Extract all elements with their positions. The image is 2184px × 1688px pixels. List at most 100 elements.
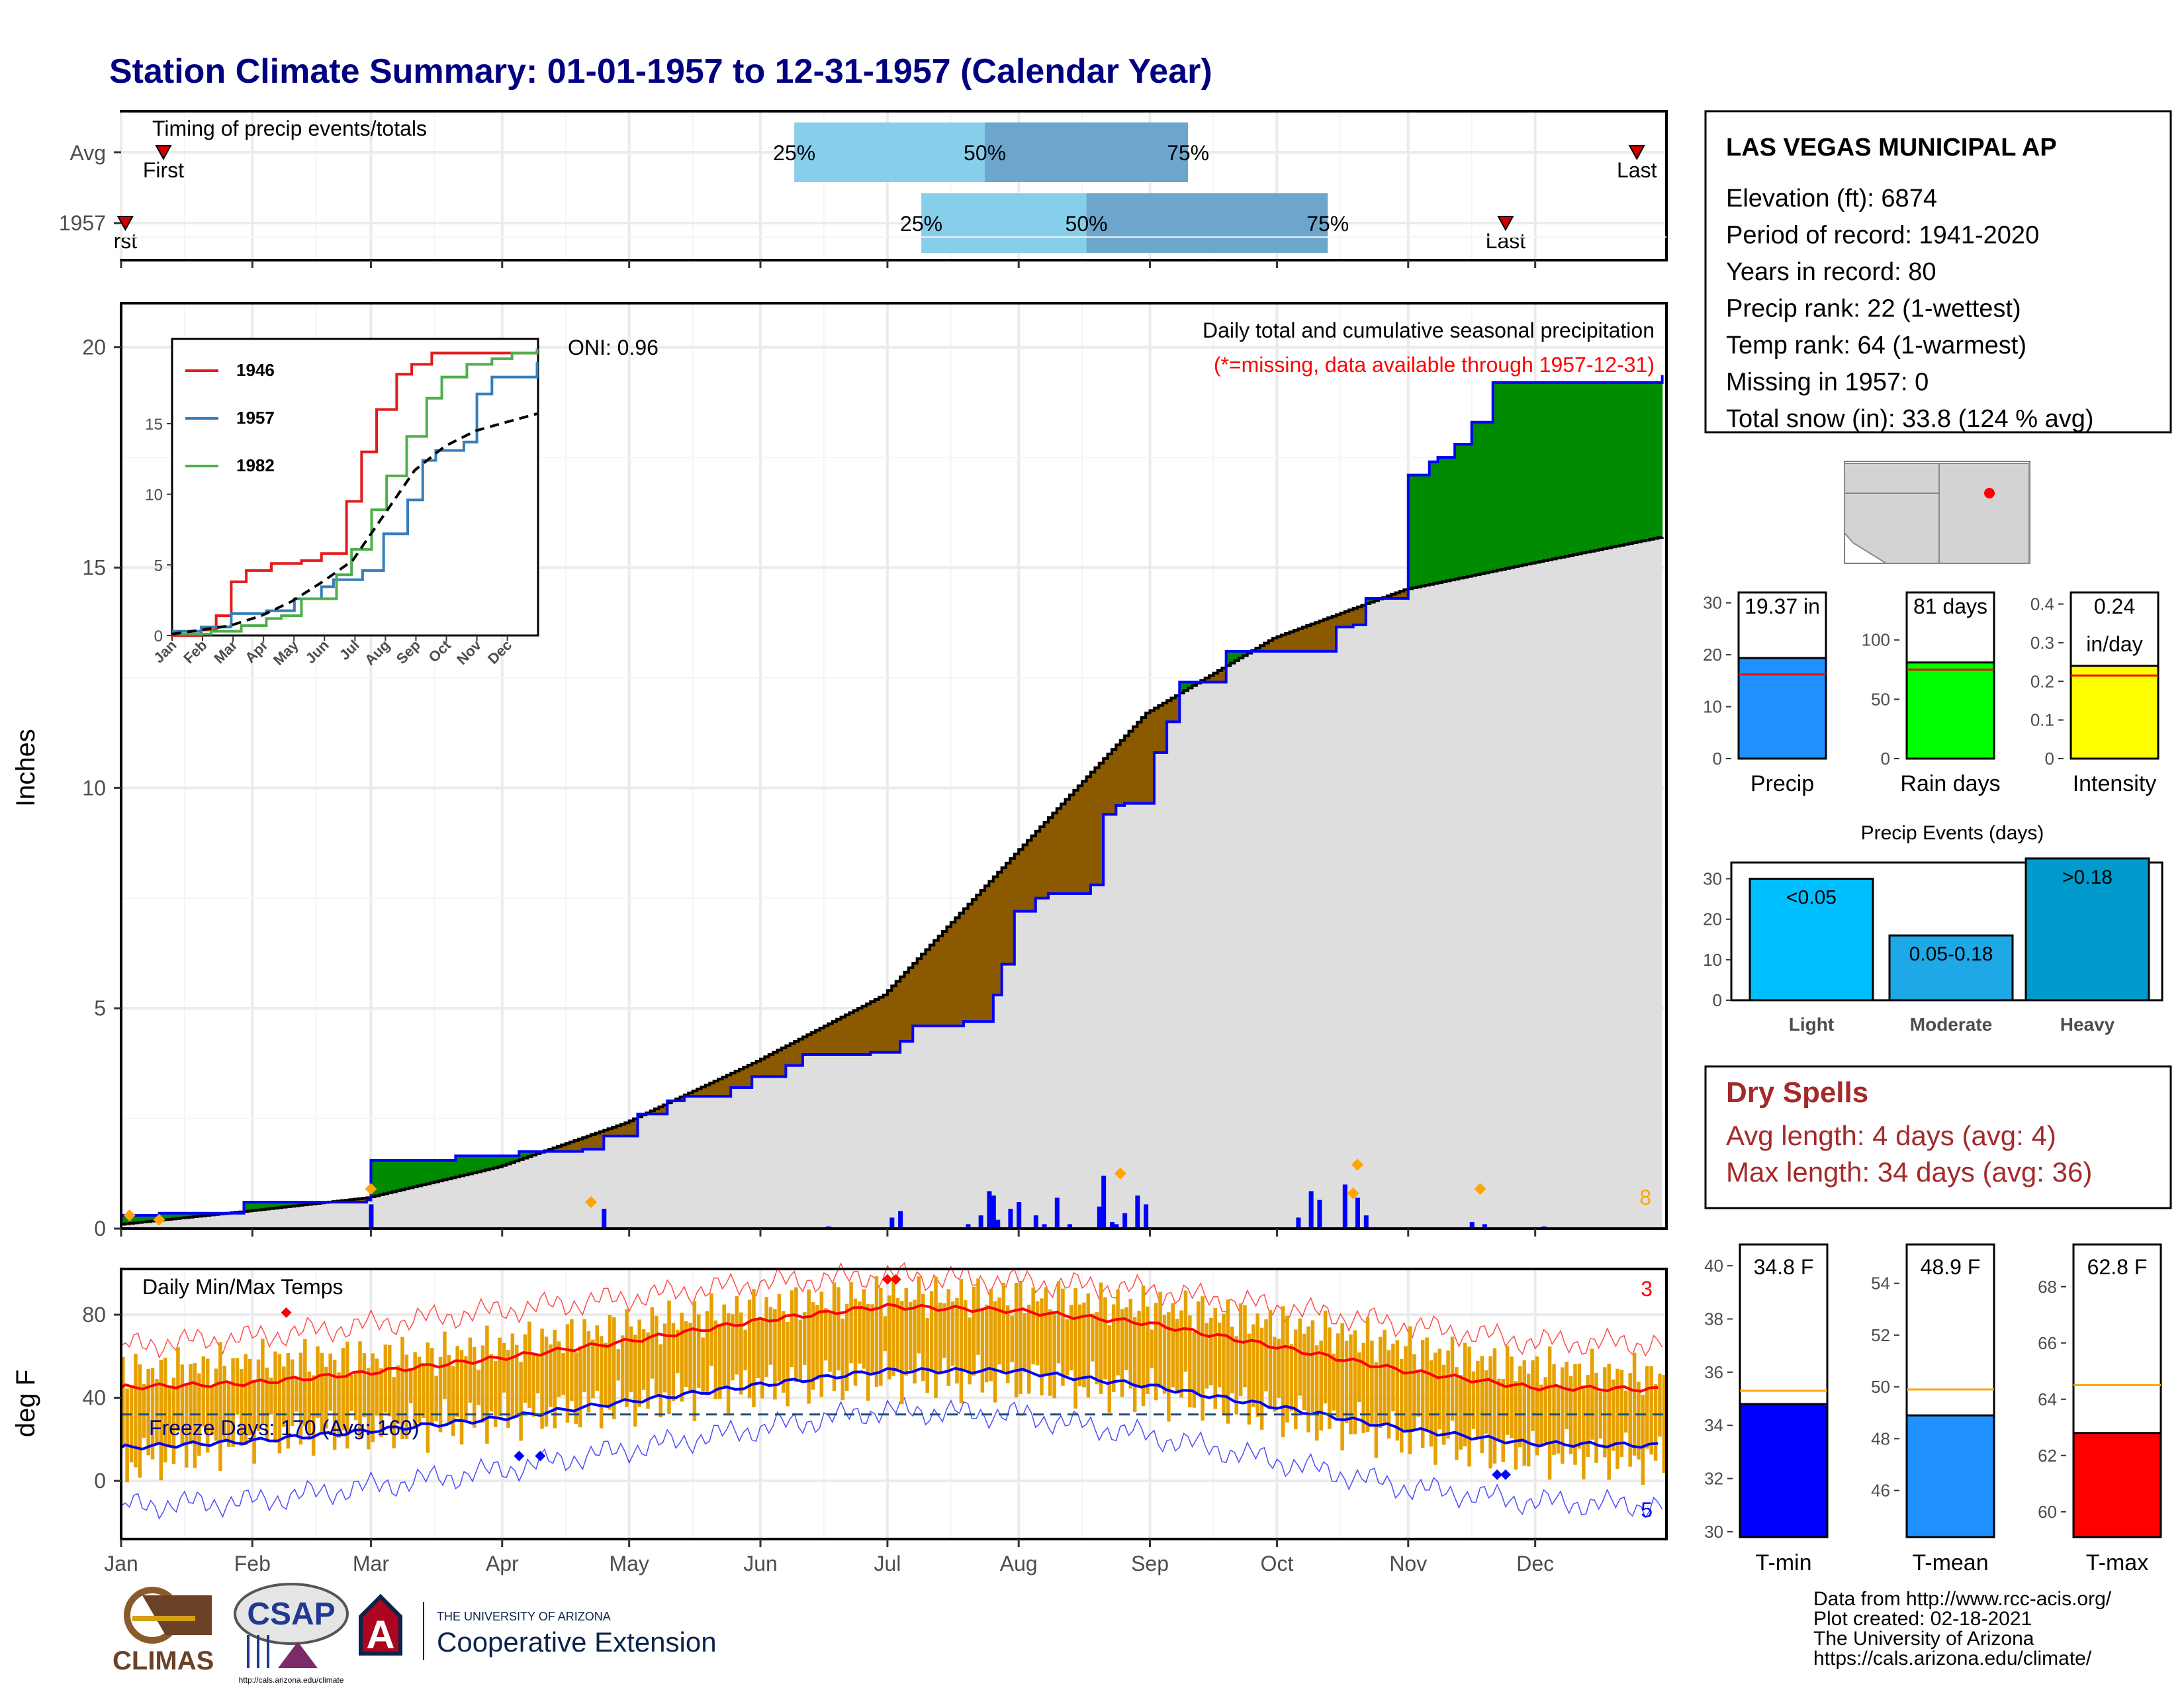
- daily-temp-range-bar: [1226, 1299, 1230, 1424]
- above-avg-fill: [1510, 382, 1515, 568]
- above-avg-fill: [193, 1213, 198, 1217]
- daily-temp-range-bar: [870, 1304, 874, 1375]
- above-avg-fill: [404, 1160, 410, 1189]
- below-avg-fill: [1319, 620, 1324, 651]
- daily-temp-range-bar: [1019, 1282, 1023, 1394]
- daily-temp-range-bar: [464, 1356, 468, 1421]
- below-avg-fill: [934, 940, 939, 1026]
- daily-temp-range-bar: [1124, 1307, 1128, 1370]
- above-avg-fill: [430, 1160, 435, 1183]
- above-avg-fill: [1539, 382, 1545, 562]
- dry-spells-avg: Avg length: 4 days (avg: 4): [1726, 1120, 2056, 1151]
- daily-temp-range-bar: [388, 1345, 392, 1417]
- daily-temp-range-bar: [273, 1351, 277, 1443]
- below-avg-fill: [849, 1012, 854, 1055]
- daily-temp-range-bar: [608, 1315, 612, 1410]
- above-avg-fill: [1441, 457, 1447, 582]
- below-avg-fill: [777, 1050, 782, 1077]
- temp-panel: 0 40 80 Daily Min/Max Temps Freeze Days: 1…: [11, 1262, 1668, 1575]
- below-avg-fill: [1315, 622, 1320, 651]
- station-info-line: Precip rank: 22 (1-wettest): [1726, 295, 2021, 323]
- daily-temp-range-bar: [1484, 1370, 1488, 1434]
- station-location-marker: [1984, 488, 1995, 498]
- summary-y-tick-label: 30: [1703, 593, 1722, 613]
- below-avg-fill: [959, 913, 964, 1026]
- daily-temp-range-bar: [1040, 1298, 1044, 1396]
- dry-spells-max: Max length: 34 days (avg: 36): [1726, 1156, 2092, 1188]
- below-avg-fill: [659, 1107, 664, 1114]
- daily-temp-range-bar: [1611, 1379, 1615, 1451]
- daily-temp-range-bar: [591, 1339, 595, 1399]
- below-avg-fill: [1328, 618, 1333, 651]
- daily-temp-range-bar: [1408, 1326, 1412, 1454]
- daily-temp-range-bar: [798, 1319, 803, 1382]
- above-avg-fill: [1531, 382, 1536, 563]
- timing-heading: Timing of precip events/totals: [152, 117, 427, 140]
- inset-series-1957: [172, 361, 539, 633]
- below-avg-fill: [1044, 822, 1049, 898]
- daily-temp-range-bar: [917, 1276, 921, 1354]
- daily-temp-range-bar: [210, 1385, 214, 1436]
- timing-last-marker: [1628, 145, 1645, 161]
- month-axis-label: May: [609, 1552, 649, 1575]
- daily-temp-range-bar: [1522, 1360, 1526, 1466]
- daily-temp-range-bar: [1319, 1340, 1323, 1431]
- daily-temp-range-bar: [519, 1362, 523, 1441]
- month-axis-label: Jun: [743, 1552, 778, 1575]
- below-avg-fill: [1061, 804, 1066, 894]
- daily-temp-range-bar: [1209, 1317, 1213, 1385]
- daily-temp-range-bar: [688, 1323, 692, 1393]
- daily-temp-range-bar: [1488, 1356, 1492, 1469]
- temp-summary-value-label: 34.8 F: [1754, 1255, 1814, 1279]
- above-avg-fill: [1556, 382, 1561, 559]
- daily-temp-range-bar: [531, 1353, 536, 1417]
- daily-temp-range-bar: [332, 1360, 337, 1450]
- month-axis-label: Jan: [104, 1552, 138, 1575]
- daily-precip-bar: [1033, 1215, 1038, 1229]
- below-avg-fill: [1048, 818, 1053, 894]
- above-avg-fill: [455, 1156, 461, 1177]
- above-avg-fill: [129, 1215, 134, 1224]
- daily-temp-range-bar: [1116, 1289, 1120, 1376]
- daily-temp-range-bar: [1480, 1356, 1484, 1454]
- events-bar-heavy: [2025, 857, 2150, 1002]
- footer-line-3: The University of Arizona: [1813, 1628, 2034, 1650]
- station-info-line: Period of record: 1941-2020: [1726, 222, 2039, 250]
- below-avg-fill: [1281, 635, 1286, 651]
- daily-temp-range-bar: [1031, 1288, 1035, 1365]
- daily-temp-range-bar: [1514, 1381, 1518, 1470]
- daily-temp-range-bar: [1336, 1333, 1340, 1418]
- below-avg-fill: [968, 904, 973, 1022]
- daily-temp-range-bar: [163, 1358, 167, 1463]
- below-avg-fill: [735, 1071, 740, 1088]
- below-avg-fill: [1162, 703, 1167, 753]
- daily-temp-range-bar: [705, 1311, 709, 1395]
- above-avg-fill: [514, 1156, 520, 1161]
- daily-temp-range-bar: [1132, 1317, 1137, 1413]
- below-avg-fill: [353, 1199, 359, 1203]
- csap-url-text: http://cals.arizona.edu/climate: [239, 1675, 344, 1685]
- below-avg-fill: [1116, 745, 1121, 806]
- summary-y-tick-label: 0: [1713, 749, 1722, 769]
- below-avg-fill: [1023, 845, 1028, 912]
- daily-temp-range-bar: [1535, 1356, 1539, 1456]
- precip-y-tick-label: 0: [94, 1217, 106, 1241]
- below-avg-fill: [1040, 826, 1045, 898]
- timing-last-marker: [1497, 216, 1514, 232]
- above-avg-fill: [1467, 444, 1473, 577]
- events-bar-category-label: Heavy: [2060, 1014, 2115, 1035]
- daily-precip-bar: [1144, 1204, 1149, 1229]
- daily-temp-range-bar: [477, 1370, 480, 1405]
- below-avg-fill: [993, 876, 998, 996]
- timing-q25-label: 25%: [900, 212, 942, 236]
- daily-temp-range-bar: [1205, 1323, 1209, 1389]
- above-avg-fill: [256, 1202, 261, 1210]
- above-avg-fill: [138, 1215, 143, 1223]
- below-avg-fill: [844, 1015, 850, 1055]
- summary-bar-value-label: 81 days: [1913, 594, 1987, 618]
- timing-q50-label: 50%: [1066, 212, 1108, 236]
- temp-summary-y-tick-label: 66: [2038, 1333, 2057, 1353]
- above-avg-fill: [1582, 382, 1587, 553]
- timing-first-marker: [155, 145, 172, 161]
- temp-summary-y-tick-label: 30: [1704, 1522, 1723, 1542]
